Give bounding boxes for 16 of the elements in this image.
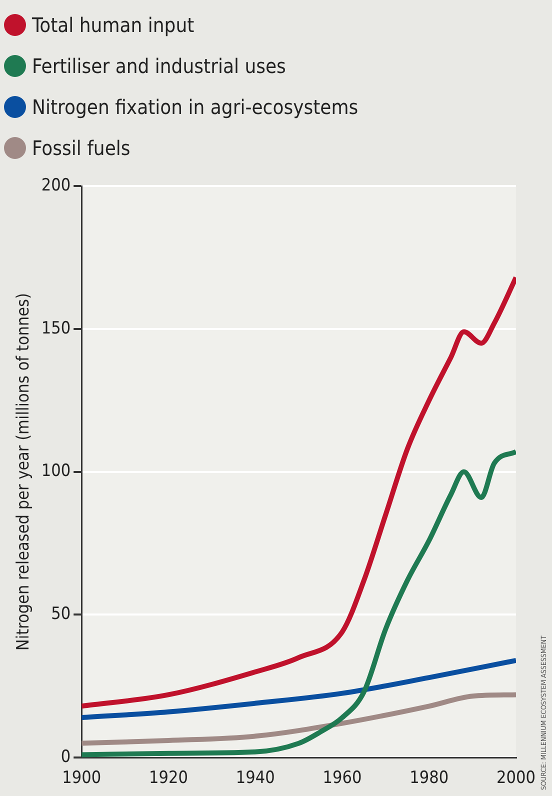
y-tick-label: 200: [41, 175, 71, 196]
y-tick-label: 150: [41, 318, 71, 338]
y-tick-label: 50: [51, 604, 71, 624]
y-axis-title: Nitrogen released per year (millions of tonnes): [14, 293, 34, 651]
y-tick-label: 0: [60, 747, 71, 768]
legend-label: Fertiliser and industrial uses: [32, 54, 286, 78]
y-tick-label: 100: [41, 461, 71, 482]
x-tick-label: 2000: [496, 768, 536, 788]
x-tick-label: 1960: [322, 768, 362, 788]
x-tick-label: 1940: [236, 768, 275, 788]
legend-label: Total human input: [32, 12, 194, 36]
x-tick-label: 1900: [62, 768, 102, 788]
x-tick-label: 1920: [149, 768, 188, 788]
legend-label: Nitrogen fixation in agri-ecosystems: [32, 94, 358, 118]
legend-label: Fossil fuels: [32, 136, 130, 160]
x-tick-label: 1980: [410, 768, 449, 788]
